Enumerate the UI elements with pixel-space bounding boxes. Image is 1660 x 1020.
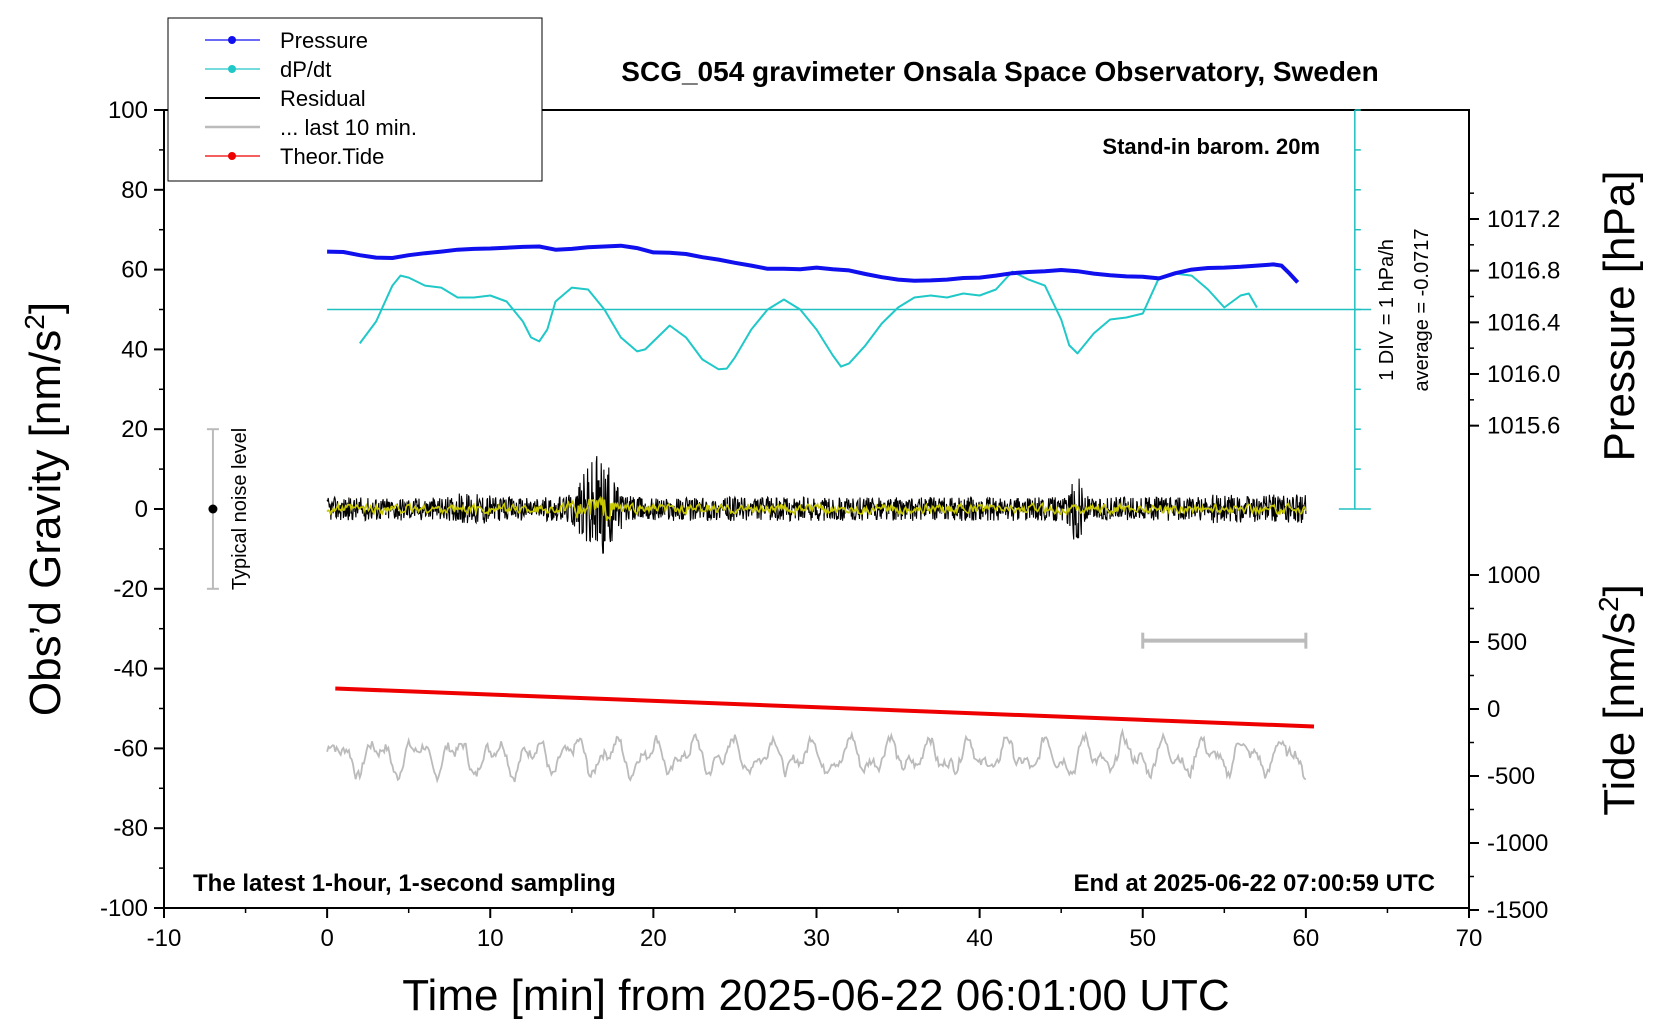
y-tick-label: -60 bbox=[113, 735, 148, 762]
y-tick-label: 80 bbox=[121, 177, 148, 204]
residual-smoothed-trace bbox=[326, 495, 1307, 522]
theor-tide-trace bbox=[335, 686, 1315, 729]
y-tick-label: 0 bbox=[135, 496, 148, 523]
pressure-axis-ticks: 1015.6 1016.0 1016.4 1016.8 1017.2 bbox=[1469, 192, 1560, 440]
legend-label: Pressure bbox=[280, 28, 368, 53]
y-axis-title-left-main: Obs’d Gravity [nm/s bbox=[21, 330, 70, 716]
legend-marker bbox=[228, 36, 236, 44]
tide-tick-label: -1000 bbox=[1487, 830, 1548, 857]
x-tick-label: 60 bbox=[1293, 925, 1320, 952]
x-tick-label: -10 bbox=[147, 925, 182, 952]
tide-tick-label: -500 bbox=[1487, 763, 1535, 790]
y-tick-label: -40 bbox=[113, 656, 148, 683]
tide-tick-label: 1000 bbox=[1487, 562, 1540, 589]
chart-title: SCG_054 gravimeter Onsala Space Observat… bbox=[621, 56, 1378, 87]
legend-label: dP/dt bbox=[280, 57, 331, 82]
tide-axis-ticks: -1500 -1000 -500 0 500 1000 bbox=[1469, 562, 1548, 924]
noise-note: Typical noise level bbox=[229, 428, 251, 590]
legend-marker bbox=[228, 65, 236, 73]
tide-tick-label: 500 bbox=[1487, 629, 1527, 656]
tide-axis-title-end: ] bbox=[1595, 584, 1644, 596]
x-axis-ticks: -10 0 10 20 30 40 50 60 70 bbox=[147, 908, 1483, 952]
y-tick-label: 100 bbox=[108, 97, 148, 124]
y-tick-label: -20 bbox=[113, 576, 148, 603]
pressure-tick-label: 1016.8 bbox=[1487, 258, 1560, 285]
x-axis-title: Time [min] from 2025-06-22 06:01:00 UTC bbox=[402, 971, 1229, 1020]
tide-tick-label: -1500 bbox=[1487, 897, 1548, 924]
x-tick-label: 40 bbox=[966, 925, 993, 952]
average-note: average = -0.0717 bbox=[1411, 229, 1433, 392]
x-tick-label: 30 bbox=[803, 925, 830, 952]
pressure-tick-label: 1016.0 bbox=[1487, 361, 1560, 388]
tide-tick-label: 0 bbox=[1487, 696, 1500, 723]
div-note: 1 DIV = 1 hPa/h bbox=[1376, 239, 1398, 381]
tide-axis-title: Tide [nm/s2] bbox=[1593, 584, 1644, 816]
y-tick-label: 40 bbox=[121, 336, 148, 363]
legend-label: ... last 10 min. bbox=[280, 115, 417, 140]
y-tick-label: -80 bbox=[113, 815, 148, 842]
pressure-trace bbox=[327, 243, 1300, 284]
legend-label: Residual bbox=[280, 86, 366, 111]
last-10-min-trace bbox=[326, 727, 1307, 784]
pressure-axis-title: Pressure [hPa] bbox=[1595, 170, 1644, 461]
legend: Pressure dP/dt Residual ... last 10 min. The… bbox=[167, 17, 543, 182]
y-tick-label: 60 bbox=[121, 257, 148, 284]
barometer-note: Stand-in barom. 20m bbox=[1102, 134, 1320, 159]
pressure-tick-label: 1016.4 bbox=[1487, 309, 1560, 336]
pressure-tick-label: 1015.6 bbox=[1487, 413, 1560, 440]
series-group bbox=[206, 243, 1372, 784]
legend-label: Theor.Tide bbox=[280, 144, 384, 169]
x-tick-label: 50 bbox=[1129, 925, 1156, 952]
tide-axis-title-main: Tide [nm/s bbox=[1595, 612, 1644, 816]
y-axis-title-left-sup: 2 bbox=[19, 314, 50, 330]
x-tick-label: 0 bbox=[320, 925, 333, 952]
y-axis-title-left-end: ] bbox=[21, 302, 70, 314]
y-axis-ticks: -100 -80 -60 -40 -20 0 20 40 60 80 100 bbox=[100, 97, 164, 922]
x-tick-label: 10 bbox=[477, 925, 504, 952]
pressure-tick-label: 1017.2 bbox=[1487, 206, 1560, 233]
x-tick-label: 20 bbox=[640, 925, 667, 952]
y-tick-label: 20 bbox=[121, 416, 148, 443]
noise-bar-center bbox=[208, 504, 218, 514]
tide-axis-title-sup: 2 bbox=[1593, 596, 1624, 612]
y-axis-title-left: Obs’d Gravity [nm/s2] bbox=[19, 302, 70, 716]
bottom-right-note: End at 2025-06-22 07:00:59 UTC bbox=[1074, 870, 1436, 897]
bottom-left-note: The latest 1-hour, 1-second sampling bbox=[193, 870, 616, 897]
residual-trace bbox=[326, 456, 1307, 554]
y-tick-label: -100 bbox=[100, 895, 148, 922]
x-tick-label: 70 bbox=[1456, 925, 1483, 952]
dpdt-trace bbox=[358, 270, 1258, 371]
legend-marker bbox=[228, 152, 236, 160]
